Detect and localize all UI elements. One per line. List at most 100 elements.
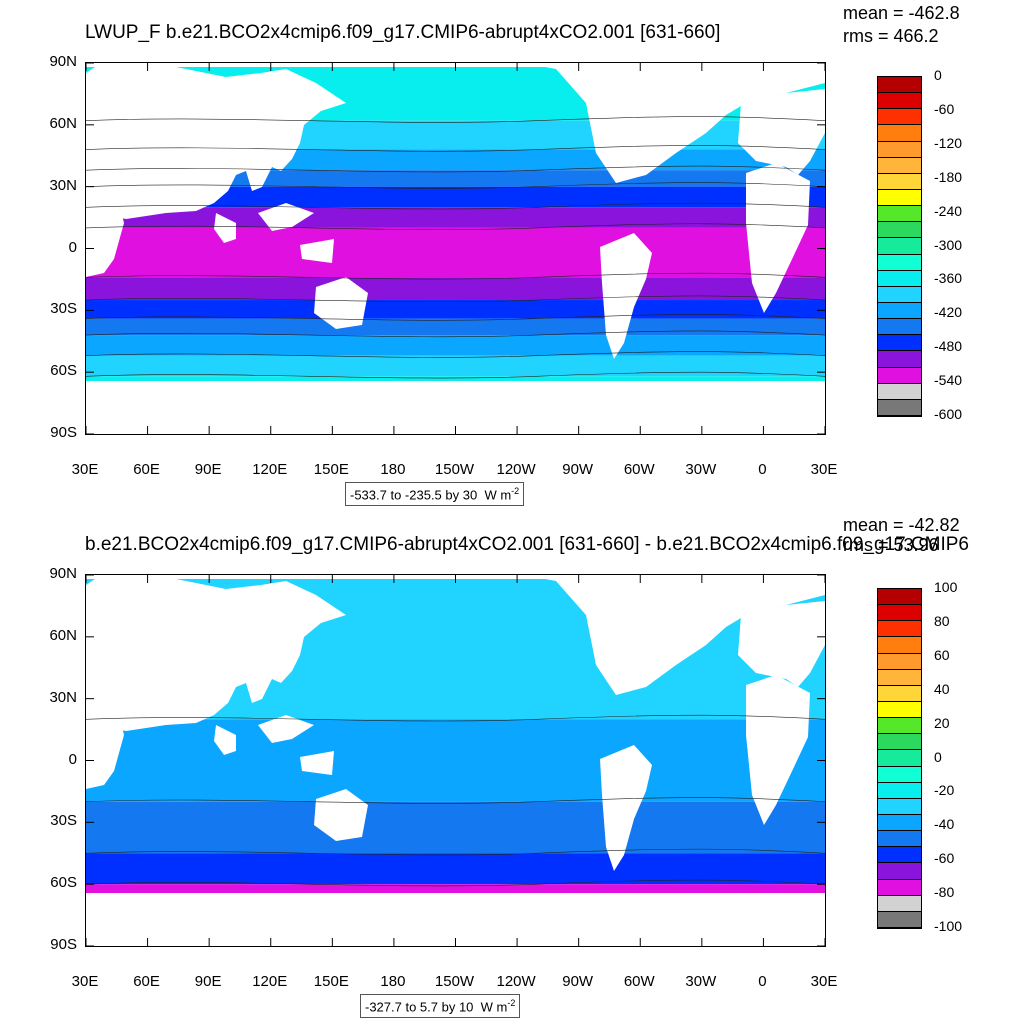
lat-tick-label: 0 <box>68 238 77 256</box>
lat-tick-label: 90N <box>49 565 77 582</box>
colorbar <box>877 588 922 929</box>
contour-line-1 <box>86 116 825 123</box>
colorbar-swatch <box>878 383 921 400</box>
lon-tick-label: 60E <box>133 461 160 478</box>
lat-tick-label: 30N <box>49 176 77 194</box>
continent-9 <box>746 675 810 825</box>
colorbar-swatch <box>878 653 921 670</box>
continent-9 <box>746 163 810 313</box>
colorbar-swatch <box>878 93 921 110</box>
contour-line-5 <box>86 202 825 210</box>
contour-line-8 <box>86 295 825 303</box>
colorbar-label: 20 <box>934 714 950 731</box>
continent-6 <box>524 575 825 695</box>
lon-tick-label: 60E <box>133 973 160 990</box>
colorbar-swatch <box>878 286 921 303</box>
lon-tick-label: 180 <box>380 973 406 990</box>
rms-label: rms = 466.2 <box>843 26 939 46</box>
continent-4 <box>300 239 334 263</box>
lat-tick-label: 60S <box>50 362 77 380</box>
map-field <box>86 63 825 434</box>
panel-bottom: b.e21.BCO2x4cmip6.f09_g17.CMIP6-abrupt4x… <box>0 512 1024 1024</box>
colorbar-swatch <box>878 270 921 287</box>
ocean-band-2 <box>86 801 825 854</box>
colorbar-swatch <box>878 750 921 767</box>
colorbar-swatch <box>878 815 921 832</box>
contour-range: -327.7 to 5.7 by 10 <box>365 999 474 1015</box>
colorbar-swatch <box>878 798 921 815</box>
colorbar-swatch <box>878 766 921 783</box>
units-exponent: -2 <box>507 998 516 1008</box>
colorbar-swatch <box>878 141 921 158</box>
colorbar-swatch <box>878 77 921 94</box>
colorbar-swatch <box>878 589 921 606</box>
colorbar-label: -80 <box>934 884 955 901</box>
lon-tick-label: 0 <box>758 461 767 478</box>
continent-0 <box>86 63 346 219</box>
colorbar-swatch <box>878 847 921 864</box>
colorbar-swatch <box>878 895 921 912</box>
land-mask <box>86 575 825 946</box>
continent-3 <box>258 203 314 231</box>
colorbar-swatch <box>878 190 921 207</box>
lat-tick-label: 30S <box>50 300 77 318</box>
colorbar-label: -100 <box>934 918 963 934</box>
land-mask <box>86 63 825 434</box>
colorbar-swatch <box>878 335 921 352</box>
colorbar-swatch <box>878 863 921 880</box>
units: W m <box>480 999 508 1015</box>
colorbar-label: -60 <box>934 850 955 867</box>
ocean-band-8 <box>86 300 825 319</box>
colorbar-swatch <box>878 222 921 239</box>
colorbar-label: -60 <box>934 100 955 117</box>
panel-top: LWUP_F b.e21.BCO2x4cmip6.f09_g17.CMIP6-a… <box>49 3 963 507</box>
lon-tick-label: 60W <box>623 973 655 990</box>
contour-line-12 <box>86 371 825 379</box>
ocean-band-6 <box>86 227 825 278</box>
colorbar-label: -180 <box>934 168 963 185</box>
continent-7 <box>600 233 652 359</box>
colorbar-label: 60 <box>934 646 950 663</box>
continent-4 <box>300 751 334 775</box>
colorbar-swatch <box>878 879 921 896</box>
colorbar-swatch <box>878 173 921 190</box>
colorbar-swatch <box>878 351 921 368</box>
colorbar-label: -360 <box>934 270 963 287</box>
mean-label: mean = -462.8 <box>843 3 960 23</box>
colorbar-label: -240 <box>934 202 963 219</box>
continent-0 <box>86 575 346 731</box>
colorbar-label: 80 <box>934 612 950 629</box>
lat-tick-label: 30S <box>50 812 77 830</box>
colorbar-swatch <box>878 782 921 799</box>
ocean-band-11 <box>86 355 825 377</box>
lat-tick-label: 90N <box>49 53 77 70</box>
colorbar-swatch <box>878 637 921 654</box>
lat-tick-label: 60S <box>50 874 77 892</box>
lon-tick-label: 30E <box>810 461 838 478</box>
colorbar-swatch <box>878 125 921 142</box>
contour-line-1 <box>86 714 825 722</box>
map-plot <box>85 574 826 947</box>
colorbar-label: -420 <box>934 304 963 321</box>
contour-line-4 <box>86 182 825 189</box>
continent-2 <box>214 213 236 243</box>
colorbar-label: 0 <box>934 748 942 765</box>
continent-8 <box>738 601 825 687</box>
contour-line-3 <box>86 165 825 173</box>
contour-info: -533.7 to -235.5 by 30 W m-2 <box>345 482 525 507</box>
lon-tick-label: 30E <box>71 461 99 478</box>
units-exponent: -2 <box>511 486 520 496</box>
colorbar-swatch <box>878 254 921 271</box>
colorbar-label: -40 <box>934 816 955 833</box>
chart-title: b.e21.BCO2x4cmip6.f09_g17.CMIP6-abrupt4x… <box>85 534 970 555</box>
colorbar-label: 0 <box>934 67 942 83</box>
lat-tick-label: 0 <box>68 750 77 768</box>
colorbar-label: -600 <box>934 406 963 422</box>
continent-11 <box>86 893 825 946</box>
colorbar-swatch <box>878 157 921 174</box>
colorbar-swatch <box>878 911 921 928</box>
continent-6 <box>524 63 825 183</box>
colorbar-swatch <box>878 399 921 416</box>
lon-tick-label: 30W <box>685 973 717 990</box>
colorbar-label: -480 <box>934 338 963 355</box>
